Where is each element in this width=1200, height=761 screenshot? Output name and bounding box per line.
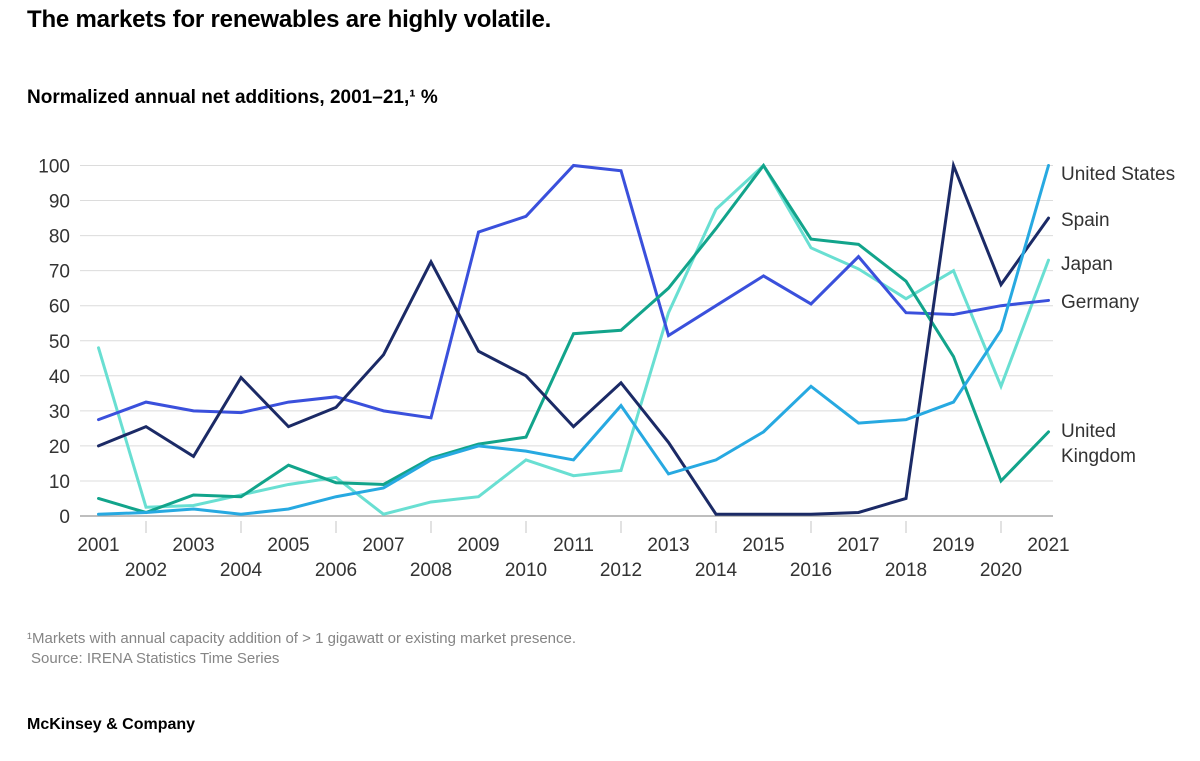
x-tick-label: 2018 [885, 560, 927, 581]
y-tick-label: 50 [49, 332, 70, 353]
x-tick-label: 2002 [125, 560, 167, 581]
legend-label-united-kingdom: United Kingdom [1061, 421, 1136, 468]
x-tick-label: 2005 [267, 535, 309, 556]
y-tick-label: 100 [38, 157, 70, 178]
page-title: The markets for renewables are highly vo… [27, 6, 552, 33]
y-tick-label: 70 [49, 262, 70, 283]
series-line-spain [97, 159, 1050, 516]
x-tick-label: 2017 [837, 535, 879, 556]
x-tick-label: 2013 [647, 535, 689, 556]
footnote: ¹Markets with annual capacity addition o… [27, 630, 577, 647]
series-line-germany [97, 163, 1050, 422]
x-tick-label: 2014 [695, 560, 738, 581]
y-tick-label: 80 [49, 227, 70, 248]
source-note: Source: IRENA Statistics Time Series [31, 650, 280, 667]
brand-logo: McKinsey & Company [27, 716, 196, 733]
x-tick-label: 2015 [742, 535, 784, 556]
x-tick-label: 2004 [220, 560, 263, 581]
x-tick-label: 2016 [790, 560, 832, 581]
y-tick-label: 90 [49, 192, 70, 213]
chart-subtitle: Normalized annual net additions, 2001–21… [27, 87, 438, 108]
x-tick-label: 2012 [600, 560, 642, 581]
y-tick-label: 0 [59, 507, 70, 528]
x-tick-label: 2007 [362, 535, 404, 556]
x-tick-label: 2019 [932, 535, 974, 556]
series-line-japan [97, 163, 1050, 516]
x-tick-label: 2020 [980, 560, 1022, 581]
series-line-united-kingdom [97, 162, 1050, 515]
legend-label-japan: Japan [1061, 254, 1113, 275]
x-tick-label: 2021 [1027, 535, 1069, 556]
x-tick-label: 2011 [553, 535, 594, 556]
legend-label-germany: Germany [1061, 292, 1140, 313]
y-tick-label: 20 [49, 437, 70, 458]
x-tick-label: 2003 [172, 535, 214, 556]
y-tick-label: 60 [49, 297, 70, 318]
legend-label-spain: Spain [1061, 210, 1110, 231]
x-tick-label: 2006 [315, 560, 357, 581]
legend-label-united-states: United States [1061, 164, 1176, 185]
y-tick-label: 10 [49, 472, 70, 493]
x-tick-label: 2008 [410, 560, 452, 581]
series-line-united-states [97, 164, 1050, 516]
y-tick-label: 40 [49, 367, 70, 388]
x-tick-label: 2009 [457, 535, 499, 556]
x-tick-label: 2001 [77, 535, 119, 556]
y-tick-label: 30 [49, 402, 70, 423]
x-tick-label: 2010 [505, 560, 547, 581]
